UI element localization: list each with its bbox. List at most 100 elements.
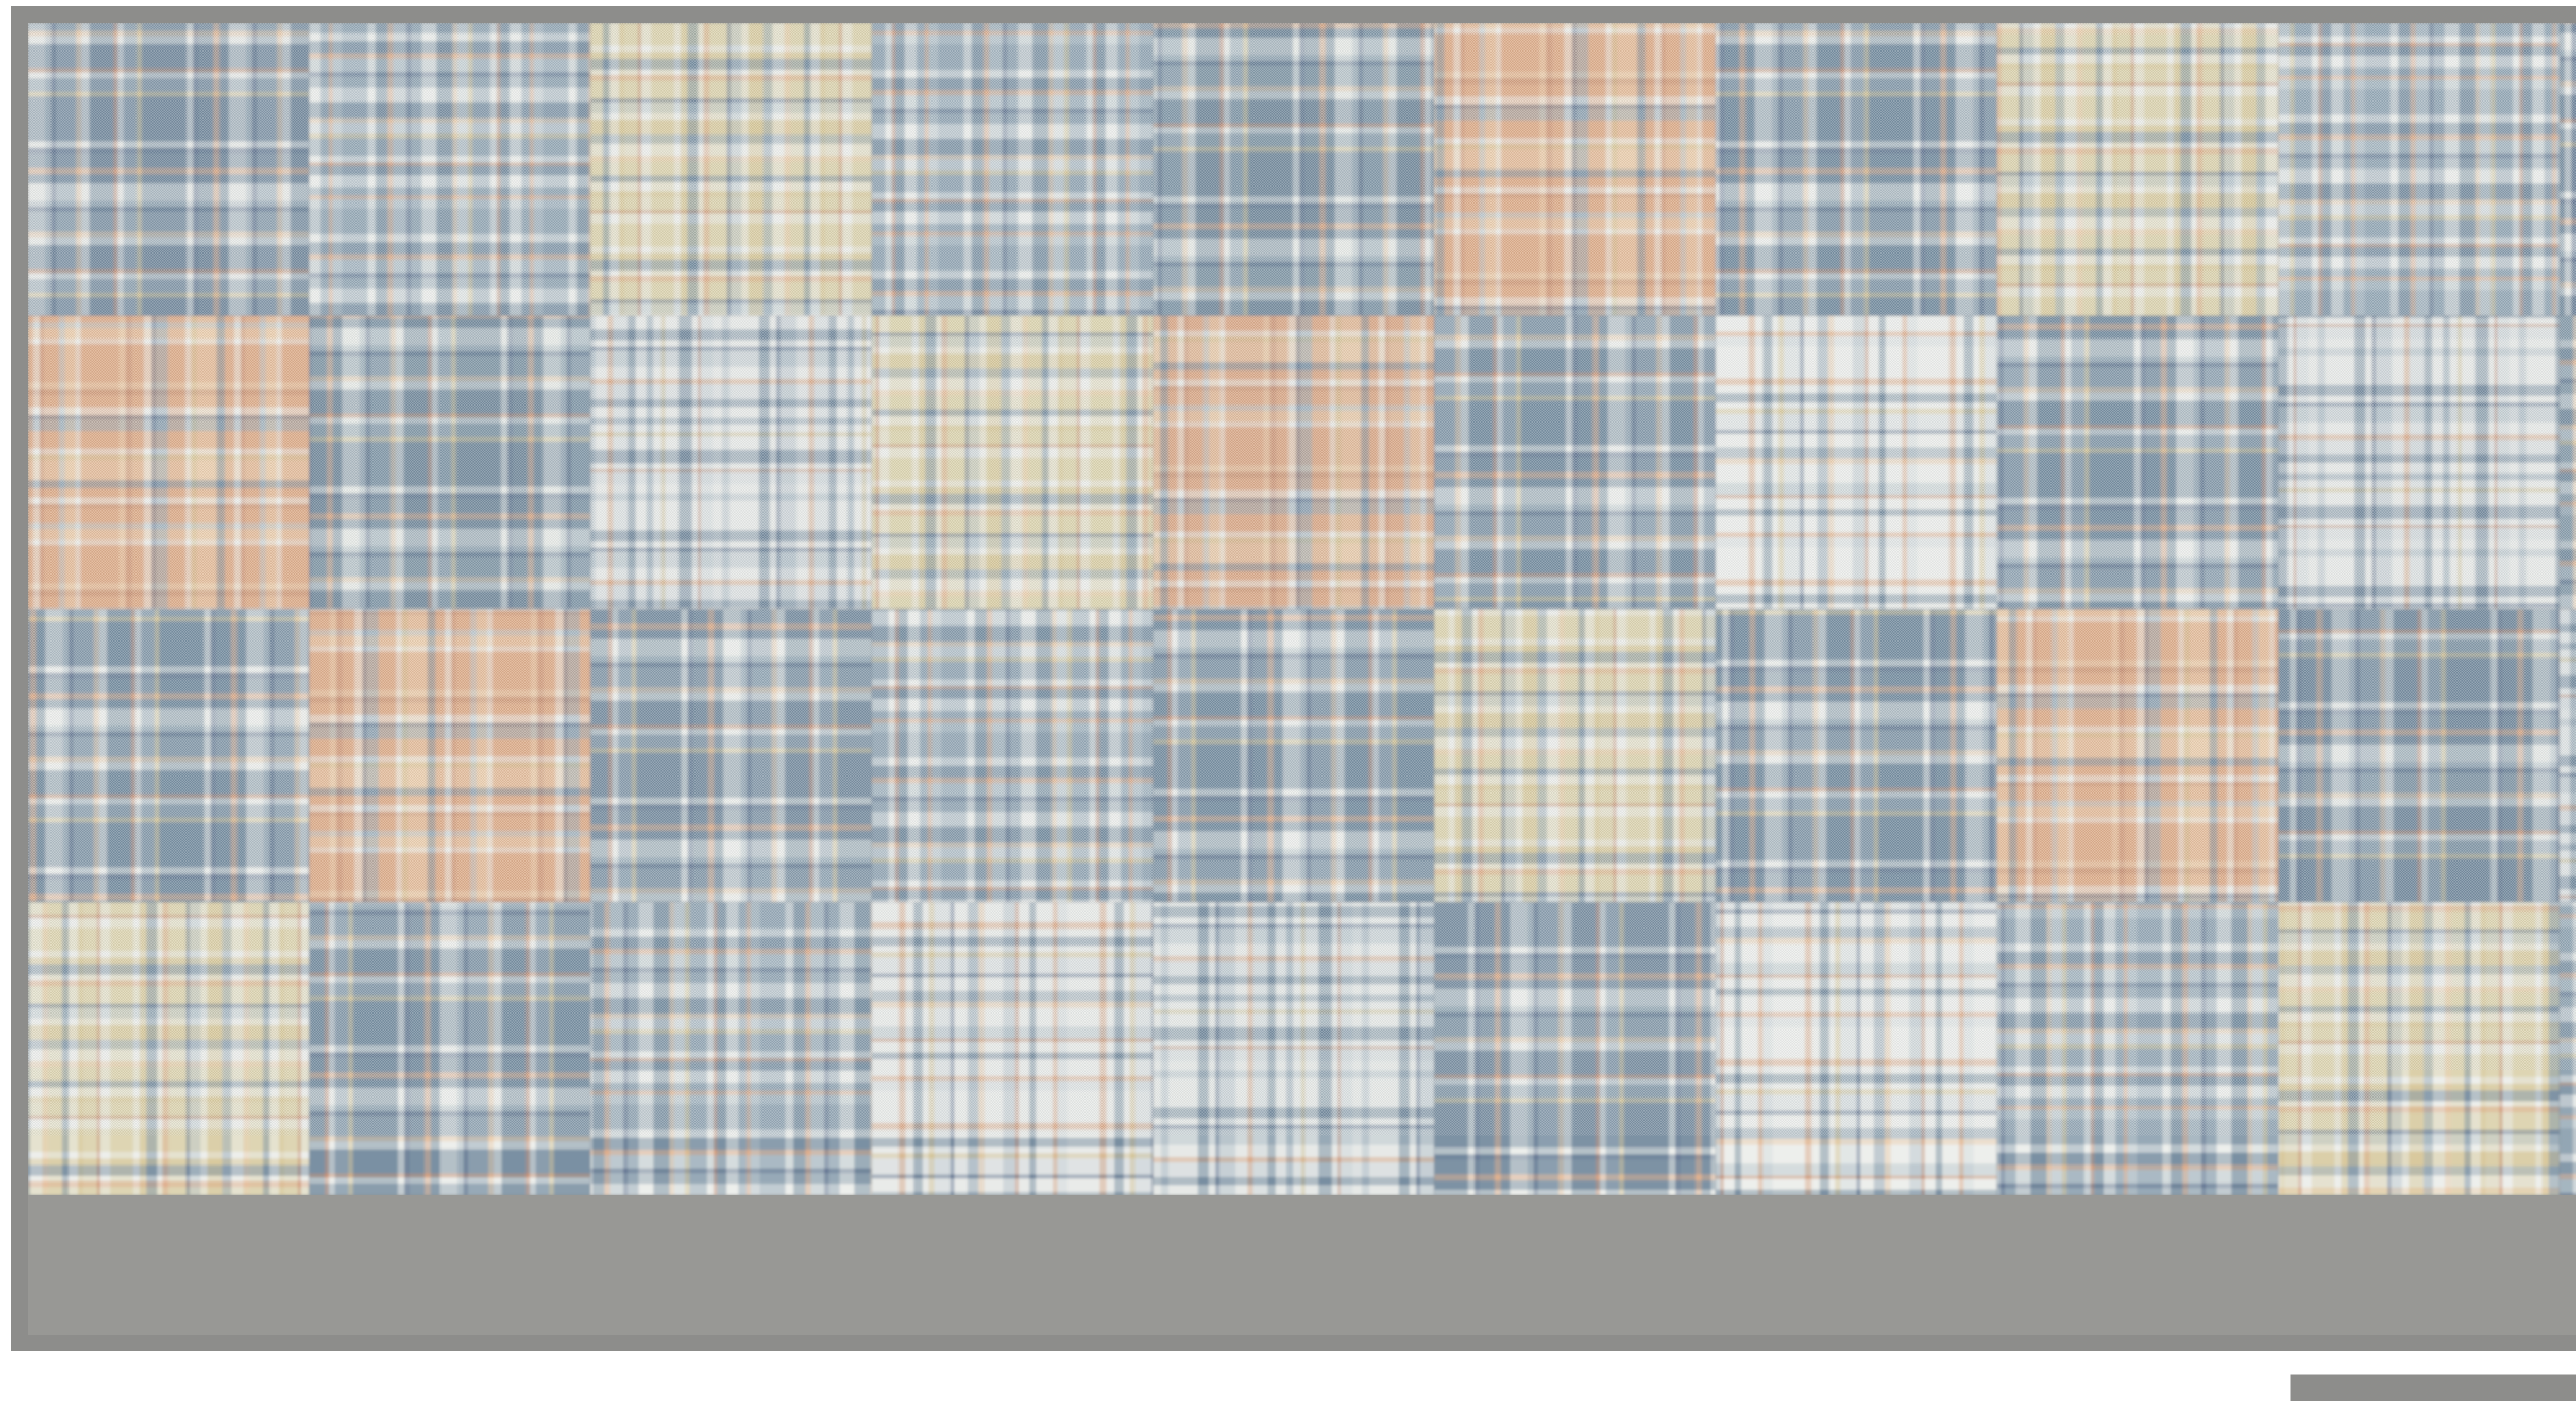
ruler-tick-minor <box>218 1195 221 1216</box>
ruler-tick-minor <box>1255 1195 1257 1216</box>
ruler-number: 4 <box>468 1265 489 1312</box>
ruler-number: 23 <box>2351 1265 2394 1312</box>
ruler-tick-minor <box>617 1195 619 1216</box>
ruler-tick-minor <box>1653 1195 1656 1216</box>
ruler-tick-minor <box>208 1195 211 1216</box>
ruler-tick-minor <box>69 1195 71 1216</box>
ruler-number: 9 <box>967 1265 988 1312</box>
fabric-haze-overlay <box>28 23 2576 1195</box>
ruler-tick-minor <box>2331 1195 2334 1216</box>
ruler-number: 11 <box>1156 1265 1196 1312</box>
ruler-tick-minor <box>1235 1195 1238 1216</box>
ruler-tick-minor <box>1434 1195 1437 1216</box>
ruler-tick-minor <box>816 1195 819 1216</box>
ruler-tick-minor <box>2391 1195 2394 1216</box>
ruler-tick-minor <box>467 1195 470 1216</box>
ruler-tick-minor <box>1903 1195 1905 1216</box>
ruler-tick-minor <box>1364 1195 1367 1216</box>
ruler-tick-minor <box>537 1195 539 1216</box>
ruler-tick-minor <box>2042 1195 2045 1216</box>
fabric-and-shirt-graphic: 0 1 2 3 4 5 6 7 8 9 10 11 12 13 14 15 16 17 18 19 20 21 22 23 24… <box>0 0 2576 1401</box>
ruler-tick-minor <box>846 1195 849 1216</box>
ruler-tick-minor <box>387 1195 390 1216</box>
ruler-tick-minor <box>2451 1195 2453 1216</box>
ruler-tick-minor <box>1962 1195 1965 1216</box>
ruler-tick-minor <box>1534 1195 1536 1216</box>
ruler-tick-minor <box>2551 1195 2553 1216</box>
ruler-tick-minor <box>2511 1195 2513 1216</box>
ruler-tick-minor <box>1334 1195 1337 1216</box>
ruler-tick-minor <box>2441 1195 2444 1216</box>
ruler-tick-minor <box>637 1195 639 1216</box>
ruler-tick-minor <box>168 1195 171 1216</box>
ruler-tick-minor <box>2411 1195 2414 1216</box>
ruler-tick-minor <box>517 1195 519 1216</box>
ruler-tick-minor <box>1763 1195 1766 1216</box>
ruler-tick-minor <box>1394 1195 1397 1216</box>
ruler-tick-minor <box>287 1195 290 1216</box>
ruler-tick-minor <box>1045 1195 1048 1216</box>
ruler-tick-minor <box>1584 1195 1586 1216</box>
ruler-tick-minor <box>497 1195 500 1216</box>
ruler-tick-minor <box>906 1195 908 1216</box>
ruler-tick-minor <box>1145 1195 1147 1216</box>
ruler-tick-minor <box>1055 1195 1058 1216</box>
ruler-tick-minor <box>118 1195 121 1216</box>
ruler-tick-major <box>875 1195 879 1246</box>
ruler-tick-minor <box>2251 1195 2254 1216</box>
ruler-tick-minor <box>995 1195 998 1216</box>
ruler-tick-half <box>1823 1195 1826 1228</box>
ruler-tick-minor <box>1245 1195 1247 1216</box>
ruler-tick-major <box>2072 1195 2076 1246</box>
ruler-tick-minor <box>1594 1195 1596 1216</box>
ruler-tick-minor <box>836 1195 839 1216</box>
ruler-tick-minor <box>736 1195 739 1216</box>
ruler-tick-minor <box>158 1195 161 1216</box>
ruler-tick-minor <box>1344 1195 1347 1216</box>
ruler-tick-half <box>2321 1195 2324 1228</box>
ruler-tick-minor <box>1304 1195 1307 1216</box>
ruler-tick-minor <box>1643 1195 1646 1216</box>
ruler-number: 6 <box>667 1265 688 1312</box>
ruler-tick-major <box>775 1195 779 1246</box>
ruler-tick-minor <box>2152 1195 2155 1216</box>
ruler-tick-major <box>1772 1195 1776 1246</box>
ruler-tick-half <box>925 1195 928 1228</box>
ruler-tick-minor <box>1544 1195 1546 1216</box>
ruler-tick-minor <box>1554 1195 1556 1216</box>
ruler-number: 25 <box>2551 1265 2576 1312</box>
ruler-tick-minor <box>1813 1195 1816 1216</box>
ruler-tick-major <box>177 1195 181 1246</box>
ruler-tick-minor <box>108 1195 111 1216</box>
ruler-tick-minor <box>507 1195 510 1216</box>
ruler-tick-half <box>2421 1195 2424 1228</box>
ruler-tick-minor <box>437 1195 440 1216</box>
ruler-tick-minor <box>2401 1195 2404 1216</box>
ruler-number: 2 <box>268 1265 290 1312</box>
ruler-number: 10 <box>1056 1265 1098 1312</box>
ruler-number: 21 <box>2152 1265 2194 1312</box>
ruler-tick-minor <box>2192 1195 2194 1216</box>
ruler-tick-minor <box>1115 1195 1117 1216</box>
ruler-tick-half <box>128 1195 131 1228</box>
ruler-tick-minor <box>806 1195 809 1216</box>
ruler-tick-minor <box>337 1195 340 1216</box>
ruler-tick-minor <box>2381 1195 2384 1216</box>
ruler-tick-major <box>1673 1195 1677 1246</box>
ruler-tick-half <box>726 1195 729 1228</box>
ruler-tick-minor <box>258 1195 260 1216</box>
ruler: 0 1 2 3 4 5 6 7 8 9 10 11 12 13 14 15 16 17 18 19 20 21 22 23 24… <box>28 1195 2576 1335</box>
ruler-tick-minor <box>2232 1195 2234 1216</box>
ruler-tick-major <box>2570 1195 2574 1246</box>
ruler-tick-minor <box>916 1195 918 1216</box>
ruler-tick-minor <box>2540 1195 2543 1216</box>
ruler-number: 1 <box>169 1265 190 1312</box>
ruler-tick-major <box>78 1195 82 1246</box>
ruler-tick-minor <box>1015 1195 1018 1216</box>
ruler-tick-minor <box>2311 1195 2314 1216</box>
ruler-tick-minor <box>746 1195 749 1216</box>
ruler-tick-minor <box>1912 1195 1915 1216</box>
ruler-tick-minor <box>98 1195 101 1216</box>
ruler-number: 13 <box>1354 1265 1397 1312</box>
ruler-tick-minor <box>667 1195 669 1216</box>
